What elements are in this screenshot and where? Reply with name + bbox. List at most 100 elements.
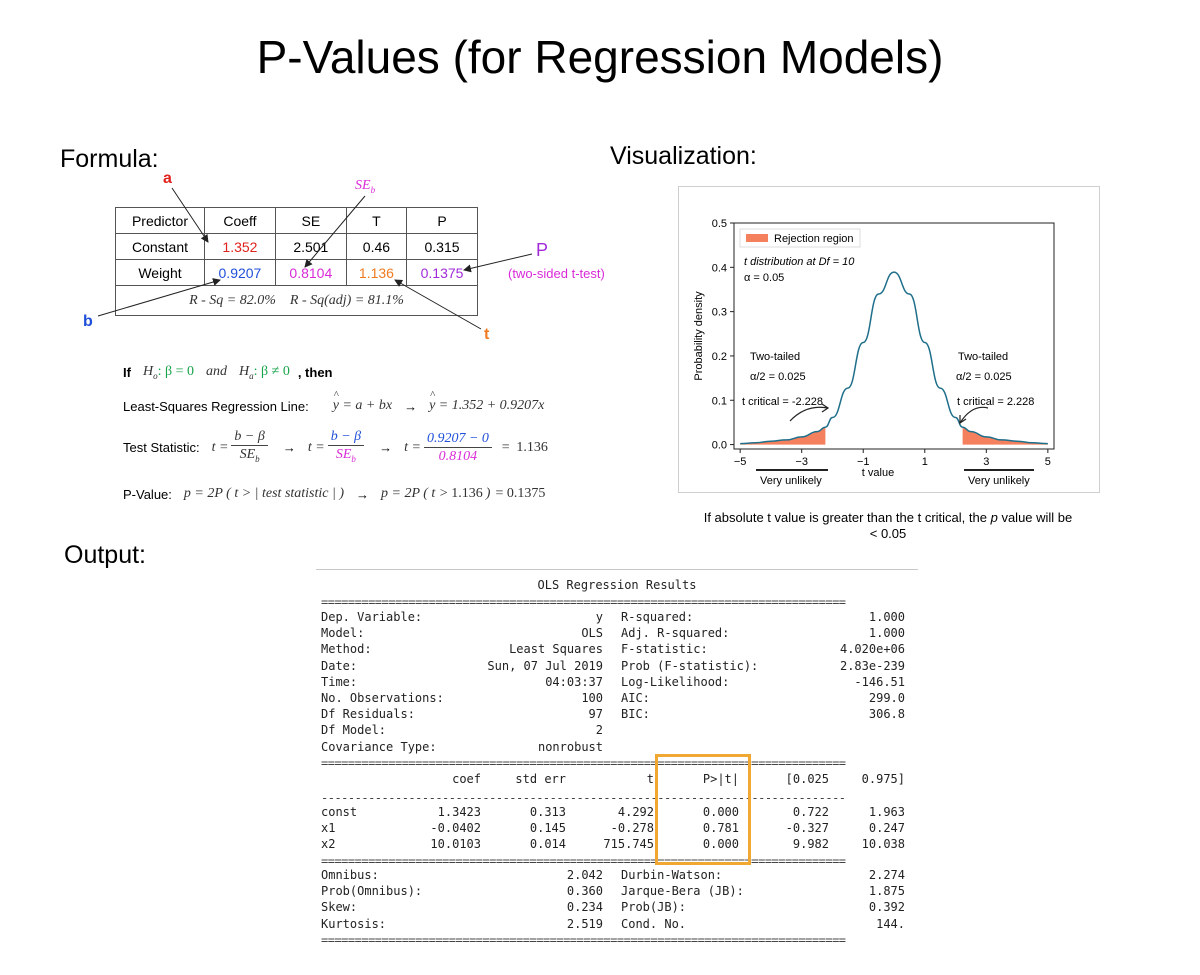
- annotation-two-tailed-left: Two-tailed: [750, 351, 800, 363]
- ols-right-value: 2.83e-239: [839, 658, 905, 673]
- ols-coef-cell: 1.3423: [437, 805, 481, 819]
- ols-right-value: 306.8: [868, 707, 905, 722]
- formula-table-header: Predictor Coeff SE T P: [115, 207, 478, 234]
- ols-right-label: F-statistic:: [621, 642, 708, 657]
- ols-left-label: Model:: [321, 626, 365, 641]
- ols-diag-left-value: 2.042: [566, 868, 603, 882]
- ols-rule: ========================================…: [321, 856, 846, 866]
- ols-coef-name: x2: [321, 837, 336, 852]
- ha-symbol: H: [239, 364, 250, 379]
- ols-coef-cell: 0.145: [529, 821, 566, 836]
- curved-arrow-right: [959, 406, 989, 424]
- predictor-cell: Weight: [115, 259, 205, 286]
- caption-post: value will be < 0.05: [869, 510, 1073, 541]
- legend-swatch: [746, 234, 768, 242]
- x-ticks: −5 −3 −1 1 3 5: [734, 449, 1051, 468]
- se-cell: 0.8104: [274, 259, 347, 286]
- ols-diag-left-label: Kurtosis:: [321, 916, 387, 931]
- y-ticks: 0.0 0.1 0.2 0.3 0.4 0.5: [712, 218, 734, 452]
- ols-left-label: Time:: [321, 674, 358, 689]
- ols-coef-header-cell: P>|t|: [702, 772, 739, 786]
- y-tick-label: 0.2: [712, 351, 727, 363]
- ols-summary-row: Date: Sun, 07 Jul 2019 Prob (F-statistic):…: [321, 658, 911, 674]
- ols-coef-cell: 1.963: [868, 805, 905, 819]
- pv-specific-value: 1.136: [451, 486, 483, 501]
- ols-diag-right-value: 144.: [876, 916, 905, 931]
- coeff-cell: 1.352: [203, 233, 276, 260]
- header-t: T: [345, 207, 408, 234]
- ols-right-label: Adj. R-squared:: [621, 626, 730, 641]
- ols-summary-row: No. Observations: 100 AIC: 299.0: [321, 690, 911, 706]
- ols-coef-cell: 4.292: [617, 805, 654, 819]
- ols-coef-header-cell: std err: [515, 772, 566, 786]
- ols-diag-left-label: Omnibus:: [321, 868, 379, 882]
- ols-summary-row: Covariance Type: nonrobust: [321, 739, 911, 755]
- ols-left-value: 04:03:37: [545, 674, 603, 689]
- lsrl-label: Least-Squares Regression Line:: [123, 398, 309, 414]
- visualization-frame: [678, 186, 1100, 493]
- annotation-p: P: [536, 240, 549, 260]
- arrow-symbol: →: [282, 440, 296, 456]
- rejection-region-right: [962, 427, 1048, 445]
- then-word: , then: [297, 364, 333, 380]
- ols-diag-right-label: Jarque-Bera (JB):: [621, 884, 744, 899]
- ols-coef-cell: 10.0103: [430, 837, 481, 852]
- plot-area: [733, 222, 1055, 450]
- ols-diagnostic-row: Omnibus: 2.042 Durbin-Watson: 2.274: [321, 867, 911, 883]
- p-cell: 0.1375: [406, 259, 478, 286]
- annotation-df: t distribution at Df = 10: [744, 256, 855, 268]
- x-tick-label: 1: [922, 456, 928, 468]
- rejection-region-left: [740, 427, 826, 445]
- annotation-tcrit-right: t critical = 2.228: [957, 396, 1034, 408]
- x-tick-label: 5: [1045, 456, 1051, 468]
- and-word: and: [206, 364, 227, 380]
- ols-diag-right-value: 1.875: [868, 884, 905, 899]
- t-cell: 0.46: [345, 233, 408, 260]
- r-sq-adj-text: R - Sq(adj) = 81.1%: [289, 292, 404, 308]
- ols-left-value: Least Squares: [509, 642, 603, 657]
- se-label: SE: [355, 178, 371, 193]
- ols-dash-rule: ----------------------------------------…: [321, 793, 846, 803]
- ols-coef-cell: 0.014: [529, 837, 566, 852]
- very-unlikely-right: Very unlikely: [968, 475, 1030, 487]
- t-fraction-colored: b − β SEb: [327, 428, 365, 468]
- annotation-t: t: [484, 326, 490, 343]
- ols-top-border: [316, 569, 918, 570]
- lsrl-fitted: y = 1.352 + 0.9207x: [429, 389, 544, 414]
- ols-diag-left-value: 0.360: [566, 884, 603, 899]
- ols-left-label: Covariance Type:: [321, 739, 437, 754]
- ols-diag-left-value: 2.519: [566, 916, 603, 931]
- ols-coef-header-cell: 0.975]: [861, 772, 905, 786]
- annotation-b: b: [83, 313, 93, 330]
- annotation-p-note: (two-sided t-test): [508, 266, 605, 281]
- ols-coef-cell: 0.247: [868, 821, 905, 836]
- numerator-value: 0.9207 − 0: [423, 430, 492, 449]
- pv-specific-pre: p = 2P ( t >: [381, 486, 449, 501]
- ols-right-label: Prob (F-statistic):: [621, 658, 759, 673]
- formula-regression-table: Predictor Coeff SE T P Constant 1.352 2.…: [115, 207, 478, 316]
- formula-row-weight: Weight 0.9207 0.8104 1.136 0.1375: [115, 259, 478, 286]
- ols-coef-row: const 1.3423 0.313 4.292 0.000 0.722 1.963: [321, 804, 911, 820]
- ols-coef-cell: -0.0402: [430, 821, 481, 836]
- ts-label: Test Statistic:: [123, 440, 200, 456]
- pv-result: = 0.1375: [495, 486, 546, 501]
- t-eq: t =: [307, 439, 325, 455]
- formula-row-rsq: R - Sq = 82.0% R - Sq(adj) = 81.1%: [115, 285, 478, 316]
- ols-summary-row: Time: 04:03:37 Log-Likelihood: -146.51: [321, 674, 911, 690]
- y-tick-label: 0.4: [712, 262, 727, 274]
- ols-summary-row: Dep. Variable: y R-squared: 1.000: [321, 609, 911, 625]
- annotation-alpha-half-left: α/2 = 0.025: [750, 371, 806, 383]
- denominator-value: 0.8104: [438, 449, 478, 465]
- ols-right-label: AIC:: [621, 691, 650, 705]
- ols-summary-row: Method: Least Squares F-statistic: 4.020e+0…: [321, 641, 911, 657]
- predictor-cell: Constant: [115, 233, 205, 260]
- ols-rule: ========================================…: [321, 758, 846, 768]
- ols-diag-left-label: Prob(Omnibus):: [321, 884, 423, 899]
- ols-coef-cell: -0.327: [785, 821, 829, 836]
- ols-coef-cell: 10.038: [861, 837, 905, 852]
- ols-coef-cell: 0.000: [702, 837, 739, 852]
- ols-right-value: -146.51: [854, 674, 905, 689]
- pv-specific-post: ): [485, 486, 491, 501]
- ols-right-value: 1.000: [868, 610, 905, 624]
- ols-right-value: 299.0: [868, 691, 905, 705]
